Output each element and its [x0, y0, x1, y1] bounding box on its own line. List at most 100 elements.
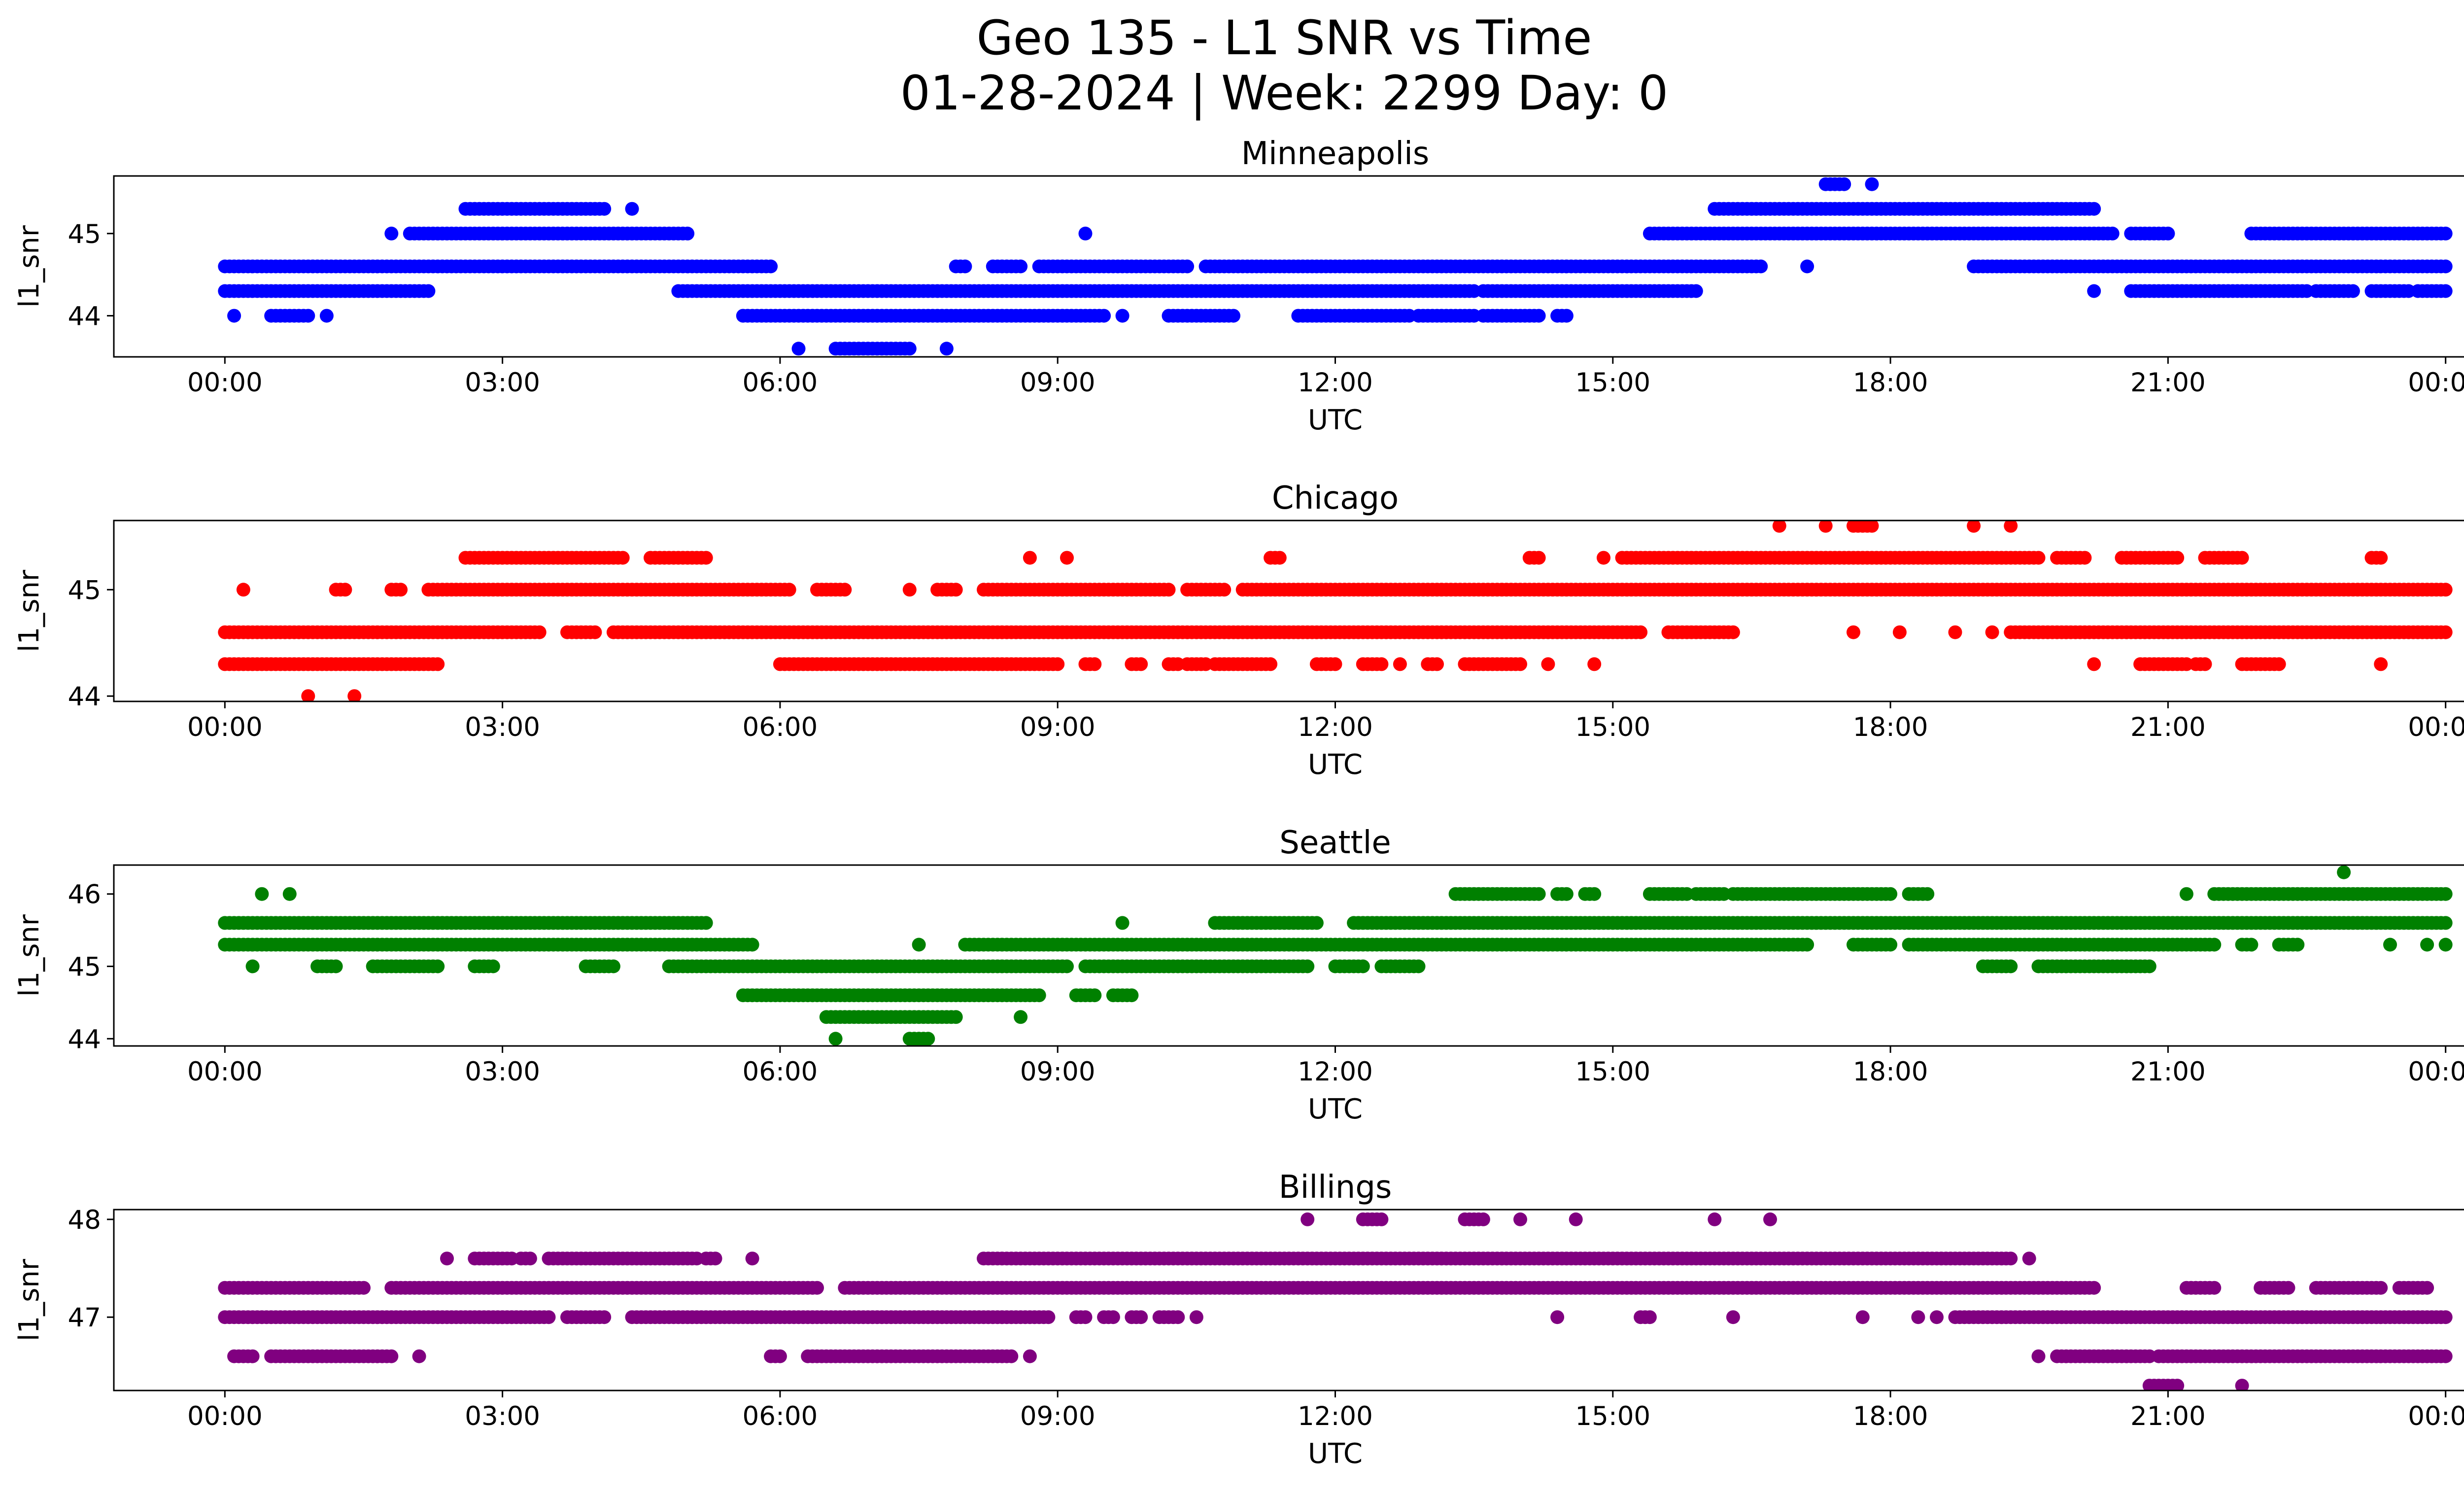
data-point	[2420, 938, 2434, 952]
x-tick-label: 12:00	[1298, 1057, 1373, 1087]
data-point	[523, 1252, 537, 1266]
data-point	[1227, 309, 1240, 323]
y-tick-label: 47	[68, 1303, 101, 1333]
data-point	[921, 1032, 935, 1046]
data-point	[2438, 583, 2453, 597]
data-point	[1014, 259, 1028, 274]
data-point	[542, 1310, 556, 1324]
x-tick-label: 00:00	[187, 1401, 263, 1431]
data-point	[1374, 1212, 1389, 1226]
data-point	[347, 689, 362, 701]
data-point	[1115, 916, 1129, 930]
data-point	[1115, 309, 1129, 323]
data-point	[1078, 1310, 1093, 1324]
data-point	[838, 583, 852, 597]
x-tick-label: 00:00	[187, 1057, 263, 1087]
data-point	[810, 1281, 824, 1295]
data-point	[1948, 625, 1962, 639]
data-point	[2374, 1281, 2388, 1295]
x-tick-label: 03:00	[465, 368, 540, 398]
x-tick-label: 00:00	[2408, 1401, 2464, 1431]
data-point	[1393, 657, 1407, 671]
data-point	[1374, 657, 1389, 671]
x-tick-label: 03:00	[465, 1057, 540, 1087]
x-axis-label-seattle: UTC	[1308, 1093, 1363, 1125]
data-point	[1985, 625, 1999, 639]
data-point	[1125, 988, 1139, 1003]
data-point	[2346, 284, 2360, 298]
data-point	[2291, 938, 2305, 952]
y-axis-label-chicago: l1_snr	[13, 569, 45, 652]
y-tick-label: 45	[68, 219, 101, 249]
data-point	[1920, 887, 1935, 901]
data-point	[2207, 1281, 2222, 1295]
data-point	[2438, 284, 2453, 298]
data-point	[2170, 1379, 2185, 1391]
x-tick-label: 15:00	[1575, 1057, 1650, 1087]
data-point	[699, 916, 713, 930]
data-point	[1051, 657, 1065, 671]
data-point	[245, 959, 260, 973]
data-point	[1014, 1010, 1028, 1024]
data-point	[1689, 284, 1703, 298]
data-point	[2438, 887, 2453, 901]
data-point	[2235, 551, 2249, 565]
data-point	[2438, 226, 2453, 241]
data-point	[782, 583, 796, 597]
x-axis-label-chicago: UTC	[1308, 749, 1363, 781]
data-point	[2004, 959, 2018, 973]
data-point	[1171, 1310, 1185, 1324]
scatter-series-minneapolis	[218, 177, 2453, 356]
data-point	[2244, 938, 2259, 952]
data-point	[1134, 1310, 1148, 1324]
x-tick-label: 00:00	[187, 368, 263, 398]
data-point	[329, 959, 343, 973]
data-point	[1911, 1310, 1925, 1324]
x-axis-label-minneapolis: UTC	[1308, 404, 1363, 436]
data-point	[1356, 959, 1370, 973]
data-point	[958, 259, 972, 274]
data-point	[2087, 202, 2101, 216]
data-point	[1847, 625, 1860, 639]
x-tick-label: 09:00	[1020, 1057, 1095, 1087]
data-point	[2374, 551, 2388, 565]
data-point	[2438, 938, 2453, 952]
data-point	[2179, 887, 2193, 901]
data-point	[1892, 625, 1907, 639]
data-point	[939, 342, 954, 356]
x-tick-label: 06:00	[743, 1057, 818, 1087]
data-point	[255, 887, 269, 901]
x-tick-label: 12:00	[1298, 712, 1373, 742]
data-point	[412, 1349, 426, 1363]
y-tick-label: 44	[68, 1024, 101, 1054]
data-point	[2438, 259, 2453, 274]
data-point	[2438, 1349, 2453, 1363]
data-point	[1541, 657, 1555, 671]
data-point	[2272, 657, 2286, 671]
data-point	[532, 625, 547, 639]
data-point	[1967, 521, 1981, 533]
x-tick-label: 06:00	[743, 1401, 818, 1431]
data-point	[384, 1349, 399, 1363]
data-point	[2087, 657, 2101, 671]
x-tick-label: 21:00	[2130, 1401, 2206, 1431]
data-point	[357, 1281, 371, 1295]
data-point	[1023, 551, 1037, 565]
data-point	[1513, 1212, 1527, 1226]
plot-frame-billings	[113, 1209, 2464, 1391]
data-point	[1569, 1212, 1583, 1226]
data-point	[597, 202, 612, 216]
data-point	[791, 342, 806, 356]
data-point	[227, 309, 241, 323]
data-point	[236, 583, 250, 597]
x-tick-label: 09:00	[1020, 1401, 1095, 1431]
x-tick-label: 12:00	[1298, 368, 1373, 398]
data-point	[394, 583, 408, 597]
figure-title-line-1: Geo 135 - L1 SNR vs Time	[977, 10, 1592, 66]
data-point	[1328, 657, 1342, 671]
data-point	[1772, 521, 1786, 533]
figure-title-line-2: 01-28-2024 | Week: 2299 Day: 0	[900, 66, 1669, 121]
